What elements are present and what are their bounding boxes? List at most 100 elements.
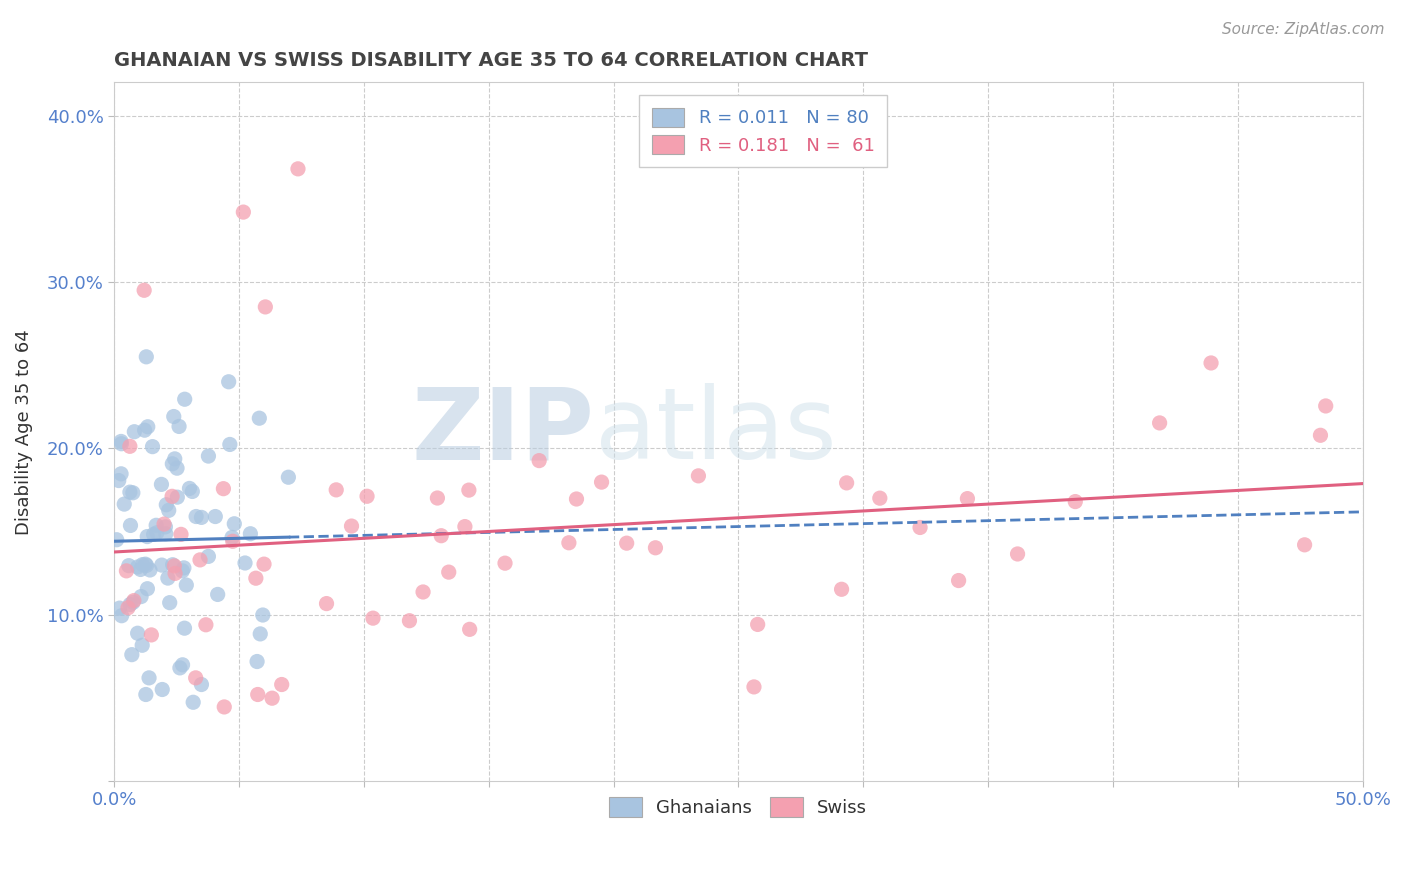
Point — [1007, 547, 1029, 561]
Point — [184, 671, 207, 685]
Point — [136, 582, 159, 596]
Point — [1309, 428, 1331, 442]
Point — [315, 597, 337, 611]
Point — [127, 560, 149, 574]
Point — [747, 617, 769, 632]
Point — [527, 453, 550, 467]
Point — [118, 558, 141, 573]
Point — [247, 411, 270, 425]
Point — [253, 557, 276, 571]
Point — [412, 585, 434, 599]
Point — [190, 510, 212, 524]
Point — [160, 489, 183, 503]
Point — [150, 558, 173, 573]
Point — [141, 628, 163, 642]
Point — [239, 526, 262, 541]
Point — [222, 534, 245, 549]
Point — [221, 530, 243, 544]
Text: atlas: atlas — [595, 384, 837, 480]
Point — [956, 491, 979, 506]
Text: GHANAIAN VS SWISS DISABILITY AGE 35 TO 64 CORRELATION CHART: GHANAIAN VS SWISS DISABILITY AGE 35 TO 6… — [114, 51, 868, 70]
Point — [218, 437, 240, 451]
Point — [122, 595, 145, 609]
Y-axis label: Disability Age 35 to 64: Disability Age 35 to 64 — [15, 329, 32, 534]
Point — [159, 596, 181, 610]
Point — [127, 626, 149, 640]
Point — [494, 556, 516, 570]
Point — [232, 205, 254, 219]
Point — [591, 475, 613, 489]
Point — [1315, 399, 1337, 413]
Point — [340, 519, 363, 533]
Point — [117, 600, 139, 615]
Point — [134, 557, 156, 571]
Point — [139, 563, 162, 577]
Point — [742, 680, 765, 694]
Point — [135, 558, 157, 573]
Point — [155, 520, 177, 534]
Text: Source: ZipAtlas.com: Source: ZipAtlas.com — [1222, 22, 1385, 37]
Point — [111, 608, 134, 623]
Point — [156, 571, 179, 585]
Point — [150, 477, 173, 491]
Point — [437, 565, 460, 579]
Point — [454, 519, 477, 533]
Point — [136, 419, 159, 434]
Point — [181, 484, 204, 499]
Point — [124, 425, 146, 439]
Point — [138, 671, 160, 685]
Point — [163, 558, 186, 573]
Point — [134, 423, 156, 437]
Point — [644, 541, 666, 555]
Point — [162, 457, 184, 471]
Point — [233, 556, 256, 570]
Point — [142, 527, 165, 541]
Point — [558, 535, 581, 549]
Point — [169, 661, 191, 675]
Point — [108, 601, 131, 615]
Point — [361, 611, 384, 625]
Point — [134, 283, 156, 297]
Point — [155, 526, 177, 541]
Point — [254, 300, 277, 314]
Point — [188, 553, 211, 567]
Point — [1199, 356, 1222, 370]
Point — [155, 498, 177, 512]
Point — [163, 409, 186, 424]
Point — [173, 392, 195, 407]
Point — [246, 688, 269, 702]
Point — [163, 451, 186, 466]
Point — [218, 375, 240, 389]
Point — [176, 578, 198, 592]
Point — [110, 467, 132, 481]
Point — [131, 558, 153, 572]
Point — [145, 518, 167, 533]
Point — [948, 574, 970, 588]
Point — [398, 614, 420, 628]
Point — [173, 621, 195, 635]
Point — [118, 439, 141, 453]
Point — [207, 587, 229, 601]
Point — [270, 677, 292, 691]
Point — [165, 566, 187, 581]
Point — [110, 434, 132, 449]
Point — [277, 470, 299, 484]
Point — [457, 483, 479, 497]
Point — [214, 700, 236, 714]
Point — [122, 593, 145, 607]
Point — [118, 485, 141, 500]
Point — [194, 617, 217, 632]
Point — [167, 419, 190, 434]
Point — [458, 623, 481, 637]
Point — [153, 517, 176, 532]
Point — [869, 491, 891, 505]
Point — [1064, 494, 1087, 508]
Point — [1294, 538, 1316, 552]
Point — [835, 475, 858, 490]
Point — [121, 648, 143, 662]
Point — [224, 516, 246, 531]
Point — [173, 561, 195, 575]
Point — [166, 461, 188, 475]
Point — [246, 655, 269, 669]
Point — [197, 449, 219, 463]
